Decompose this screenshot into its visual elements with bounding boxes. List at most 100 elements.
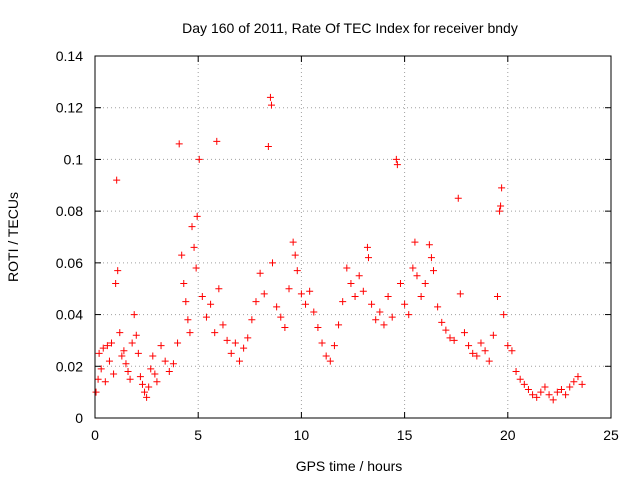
data-point (180, 280, 188, 288)
data-point (266, 93, 274, 101)
data-point (260, 290, 268, 298)
data-point (500, 311, 508, 319)
data-point (145, 383, 153, 391)
data-point (368, 300, 376, 308)
data-point (244, 334, 252, 342)
data-point (136, 373, 144, 381)
grid-lines (95, 56, 611, 418)
data-point (267, 101, 275, 109)
data-point (151, 370, 159, 378)
data-point (116, 329, 124, 337)
data-point (113, 176, 121, 184)
y-tick-label: 0.04 (56, 307, 83, 323)
data-point (161, 357, 169, 365)
data-point (211, 329, 219, 337)
data-point (392, 155, 400, 163)
y-tick-label: 0.06 (56, 255, 83, 271)
data-point (193, 212, 201, 220)
data-point (504, 342, 512, 350)
data-point (460, 329, 468, 337)
data-point (343, 264, 351, 272)
data-point (126, 375, 134, 383)
data-point (231, 339, 239, 347)
data-point (124, 367, 132, 375)
data-point (143, 393, 151, 401)
x-tick-label: 15 (397, 427, 413, 443)
data-point (101, 378, 109, 386)
data-point (372, 316, 380, 324)
data-point (223, 336, 231, 344)
data-point (184, 316, 192, 324)
data-point (215, 285, 223, 293)
data-point (388, 313, 396, 321)
data-point (182, 298, 190, 306)
data-point (524, 386, 532, 394)
data-point (413, 272, 421, 280)
data-point (114, 267, 122, 275)
data-point (248, 316, 256, 324)
data-point (178, 251, 186, 259)
data-point (574, 373, 582, 381)
data-point (195, 155, 203, 163)
data-point (376, 308, 384, 316)
data-point (138, 380, 146, 388)
data-point (227, 349, 235, 357)
data-point (302, 300, 310, 308)
data-point (175, 140, 183, 148)
data-point (198, 292, 206, 300)
y-tick-label: 0 (75, 410, 83, 426)
data-point (347, 280, 355, 288)
data-point (330, 342, 338, 350)
data-point (207, 300, 215, 308)
y-tick-label: 0.1 (64, 151, 84, 167)
data-point (520, 380, 528, 388)
data-point (339, 298, 347, 306)
data-point (95, 349, 103, 357)
data-point (384, 292, 392, 300)
plot-frame (94, 55, 612, 419)
data-point (240, 344, 248, 352)
data-point (446, 334, 454, 342)
data-point (219, 321, 227, 329)
data-point (363, 243, 371, 251)
data-point (112, 280, 120, 288)
data-point (318, 339, 326, 347)
data-point (489, 331, 497, 339)
x-tick-label: 10 (294, 427, 310, 443)
data-point (425, 241, 433, 249)
data-point (516, 375, 524, 383)
data-point (256, 269, 264, 277)
y-tick-label: 0.02 (56, 358, 83, 374)
data-point (322, 352, 330, 360)
data-point (157, 342, 165, 350)
data-point (454, 194, 462, 202)
data-point (192, 264, 200, 272)
data-point (132, 331, 140, 339)
data-point (566, 383, 574, 391)
data-point (438, 318, 446, 326)
data-point (335, 321, 343, 329)
data-point (465, 342, 473, 350)
x-axis-label: GPS time / hours (296, 458, 403, 474)
data-point (442, 326, 450, 334)
data-point (411, 238, 419, 246)
data-point (380, 321, 388, 329)
data-point (188, 223, 196, 231)
data-point (291, 251, 299, 259)
data-point (393, 161, 401, 169)
data-point (477, 339, 485, 347)
data-point (485, 357, 493, 365)
data-point (202, 313, 210, 321)
data-point (235, 357, 243, 365)
data-point (97, 365, 105, 373)
data-point (293, 267, 301, 275)
data-point (326, 357, 334, 365)
data-point (469, 349, 477, 357)
data-point (456, 290, 464, 298)
data-point (496, 207, 504, 215)
data-point (147, 365, 155, 373)
data-point (450, 336, 458, 344)
data-point (118, 352, 126, 360)
data-point (405, 311, 413, 319)
data-point (252, 298, 260, 306)
